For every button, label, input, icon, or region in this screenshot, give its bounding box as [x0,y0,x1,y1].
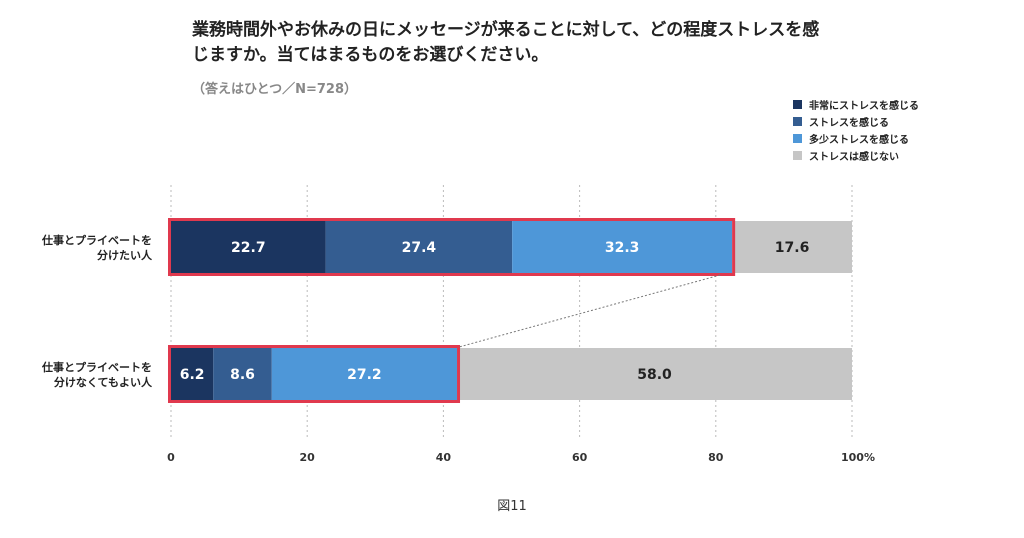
bar-segment [457,348,852,400]
bar-segment [732,221,852,273]
legend-swatch-stress [793,117,802,126]
category-label: 分けなくてもよい人 [54,375,153,389]
category-label: 仕事とプライベートを [41,360,152,374]
data-label: 58.0 [637,367,672,383]
x-tick-label: 60 [572,451,588,464]
highlight-box [168,218,736,276]
data-label: 22.7 [231,240,266,256]
title-line-1: 業務時間外やお休みの日にメッセージが来ることに対して、どの程度ストレスを感 [192,20,820,40]
x-tick-label: 0 [167,451,175,464]
highlight-box [168,345,461,403]
bar-segment [171,221,326,273]
category-label: 仕事とプライベートを [41,233,152,247]
bar-segment [213,348,272,400]
bar-segment [271,348,458,400]
chart-title: 業務時間外やお休みの日にメッセージが来ることに対して、どの程度ストレスを感 じま… [192,18,872,68]
x-tick-label: 80 [708,451,724,464]
x-tick-label: 20 [300,451,316,464]
x-tick-label: 40 [436,451,452,464]
data-label: 27.2 [347,367,382,383]
legend-label-very: 非常にストレスを感じる [809,101,919,112]
legend-item-some: 多少ストレスを感じる [793,130,919,147]
data-label: 17.6 [775,240,810,256]
data-label: 32.3 [605,240,640,256]
figure-caption: 図11 [497,499,527,514]
bar-segment [171,348,214,400]
legend-label-none: ストレスは感じない [809,152,899,163]
legend-item-very: 非常にストレスを感じる [793,96,919,113]
legend-swatch-none [793,151,802,160]
bar-segment [512,221,733,273]
chart-subtitle: （答えはひとつ／N=728） [192,82,357,97]
legend: 非常にストレスを感じる ストレスを感じる 多少ストレスを感じる ストレスは感じな… [793,96,919,164]
data-label: 6.2 [180,367,205,383]
legend-item-stress: ストレスを感じる [793,113,919,130]
legend-swatch-some [793,134,802,143]
bar-segment [325,221,513,273]
connector-line [458,274,721,348]
title-line-2: じますか。当てはまるものをお選びください。 [192,45,549,65]
data-label: 27.4 [402,240,437,256]
category-label: 分けたい人 [97,248,153,262]
legend-label-some: 多少ストレスを感じる [809,135,909,146]
legend-item-none: ストレスは感じない [793,147,919,164]
data-label: 8.6 [230,367,255,383]
x-tick-label: 100% [841,451,875,464]
legend-swatch-very [793,100,802,109]
legend-label-stress: ストレスを感じる [809,118,889,129]
